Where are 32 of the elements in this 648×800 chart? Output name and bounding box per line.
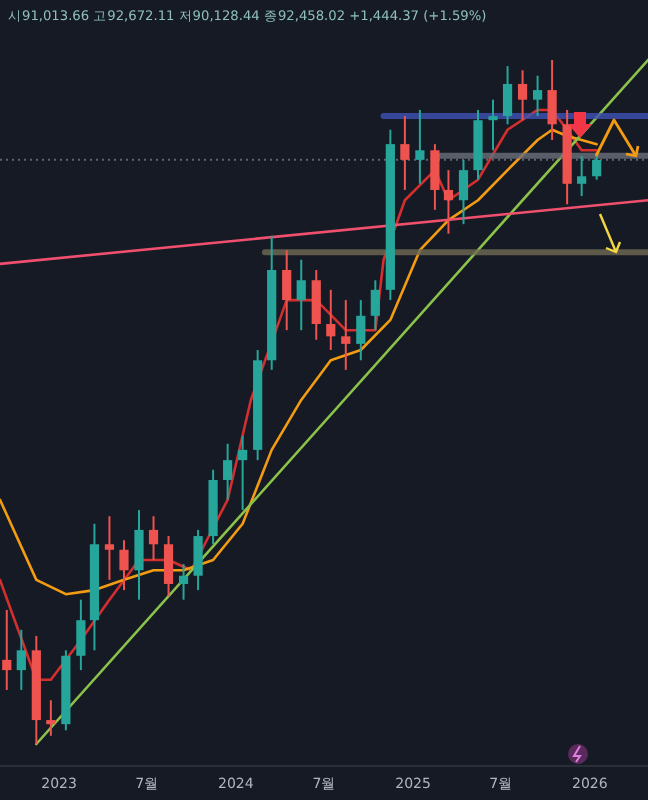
candlestick xyxy=(577,154,587,198)
candlestick xyxy=(341,299,351,371)
candlestick xyxy=(193,528,203,592)
candlestick xyxy=(532,74,543,118)
candlestick xyxy=(76,598,86,672)
candlestick xyxy=(296,258,306,332)
candlestick xyxy=(16,628,26,691)
candlestick xyxy=(311,268,321,341)
candlestick xyxy=(178,563,189,601)
candlestick xyxy=(46,699,56,737)
candlestick xyxy=(400,115,410,191)
candlestick xyxy=(547,59,557,142)
candlestick xyxy=(119,539,129,592)
candlestick xyxy=(134,509,144,601)
candlestick xyxy=(223,442,233,501)
candlestick xyxy=(443,169,454,235)
candlestick xyxy=(282,249,292,332)
candlestick xyxy=(592,151,602,181)
candlestick xyxy=(517,69,528,122)
candlestick xyxy=(370,279,380,332)
candlestick xyxy=(458,158,469,226)
candlestick xyxy=(163,535,174,598)
candlestick xyxy=(148,515,159,561)
candlestick xyxy=(488,98,498,152)
candlestick xyxy=(415,108,425,185)
candlestick xyxy=(238,435,248,512)
candlestick xyxy=(2,608,12,691)
candlestick xyxy=(356,299,366,362)
candlestick xyxy=(104,515,115,581)
candlestick xyxy=(430,143,440,211)
candlestick xyxy=(502,65,513,126)
candlestick xyxy=(326,288,336,352)
